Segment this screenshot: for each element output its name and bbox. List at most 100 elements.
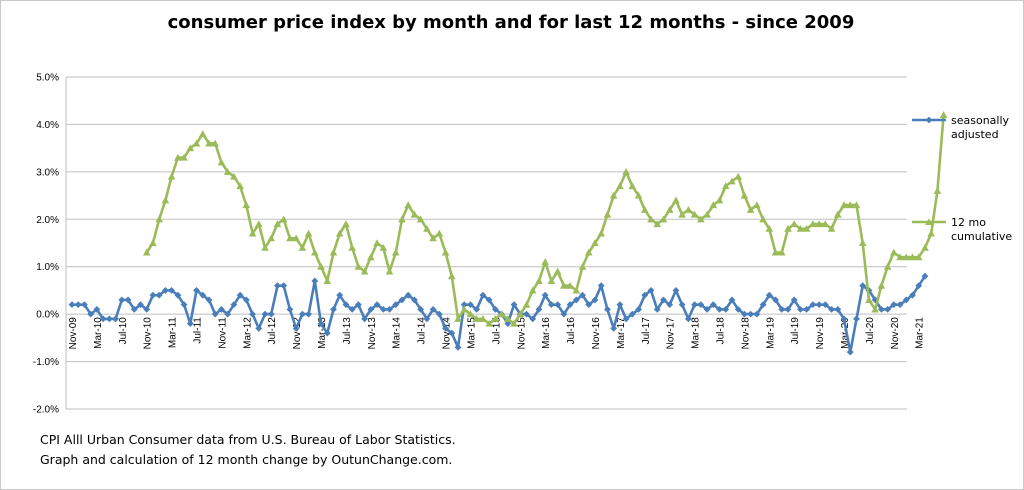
data-point <box>335 229 344 237</box>
y-tick-label: 0.0% <box>36 310 59 321</box>
data-point <box>323 277 332 284</box>
data-point <box>292 234 300 242</box>
data-point <box>385 267 394 275</box>
data-point <box>361 315 369 323</box>
data-point <box>391 248 400 256</box>
source-note: CPI Alll Urban Consumer data from U.S. B… <box>40 432 456 447</box>
data-point <box>317 320 325 328</box>
data-point <box>572 296 580 304</box>
series-12-mo-cumulative <box>142 111 948 327</box>
x-tick-label: Nov-12 <box>292 317 303 350</box>
x-tick-label: Nov-09 <box>68 317 79 350</box>
data-point <box>734 306 742 313</box>
data-point <box>417 306 425 313</box>
data-point <box>579 291 586 299</box>
data-point <box>199 291 207 299</box>
x-tick-label: Nov-15 <box>516 317 527 350</box>
data-point <box>354 262 363 270</box>
data-point <box>578 262 587 270</box>
data-point <box>155 215 163 223</box>
data-point <box>360 267 369 275</box>
data-point <box>398 215 406 223</box>
x-tick-label: Nov-20 <box>890 317 901 350</box>
data-point <box>684 206 693 213</box>
x-axis-ticks: Nov-09 Mar-10 Jul-10 Nov-10 Mar-11 Jul-11 Nov-… <box>68 317 926 350</box>
x-tick-label: Mar-18 <box>691 317 702 349</box>
x-tick-label: Mar-16 <box>541 317 552 349</box>
x-tick-label: Jul-17 <box>641 317 652 345</box>
y-tick-label: -2.0% <box>33 405 59 416</box>
y-axis-ticks: 5.0% 4.0% 3.0% 2.0% 1.0% 0.0% -1.0% -2.0% <box>33 73 59 416</box>
data-point <box>815 220 823 228</box>
data-point <box>877 306 885 313</box>
data-point <box>174 291 182 299</box>
data-point <box>68 301 76 309</box>
data-point <box>797 306 804 313</box>
data-point <box>909 291 916 299</box>
data-point <box>647 287 655 294</box>
data-point <box>591 239 599 247</box>
data-point <box>790 296 798 304</box>
data-point <box>311 277 319 285</box>
data-point <box>81 301 88 309</box>
data-point <box>753 310 761 318</box>
data-point <box>467 301 474 309</box>
data-point <box>603 210 612 218</box>
data-point <box>223 168 232 175</box>
data-point <box>180 153 188 161</box>
data-point <box>933 187 942 194</box>
data-point <box>778 306 786 313</box>
data-point <box>902 296 910 304</box>
data-point <box>416 215 425 223</box>
data-point <box>865 296 873 303</box>
data-point <box>161 287 169 294</box>
data-point <box>740 191 749 199</box>
data-point <box>529 315 537 323</box>
x-tick-label: Mar-12 <box>242 317 253 349</box>
x-tick-label: Nov-14 <box>442 317 453 350</box>
data-point <box>155 291 163 299</box>
data-point <box>112 315 119 323</box>
data-point <box>609 191 618 199</box>
data-point <box>379 306 387 313</box>
x-tick-label: Mar-14 <box>392 317 403 349</box>
data-point <box>99 315 107 323</box>
data-point <box>522 300 531 308</box>
data-point <box>547 277 556 284</box>
x-tick-label: Jul-10 <box>118 317 129 345</box>
data-point <box>853 315 860 323</box>
data-point <box>716 306 723 313</box>
data-point <box>435 229 444 237</box>
data-point <box>279 215 288 223</box>
data-point <box>130 306 138 313</box>
data-point <box>635 306 642 313</box>
y-tick-label: -1.0% <box>33 357 59 368</box>
data-point <box>124 296 132 304</box>
data-point <box>871 305 879 313</box>
data-point <box>852 201 861 209</box>
data-point <box>634 191 643 199</box>
data-point <box>261 243 269 251</box>
x-tick-label: Jul-16 <box>566 317 577 345</box>
data-point <box>423 224 431 232</box>
x-tick-label: Nov-17 <box>666 317 677 350</box>
x-tick-label: Jul-11 <box>193 317 204 344</box>
data-point <box>597 229 606 237</box>
x-tick-label: Mar-17 <box>616 317 627 349</box>
data-point <box>342 220 350 228</box>
data-point <box>180 301 188 309</box>
data-point <box>809 220 817 228</box>
gridlines <box>65 76 907 410</box>
data-point <box>678 301 686 309</box>
data-point <box>846 201 855 209</box>
data-point <box>523 310 530 318</box>
data-point <box>447 272 456 280</box>
data-point <box>591 296 599 304</box>
data-point <box>472 315 481 322</box>
data-point <box>728 177 736 185</box>
data-point <box>254 220 263 228</box>
data-point <box>280 282 288 290</box>
data-point <box>367 306 375 313</box>
